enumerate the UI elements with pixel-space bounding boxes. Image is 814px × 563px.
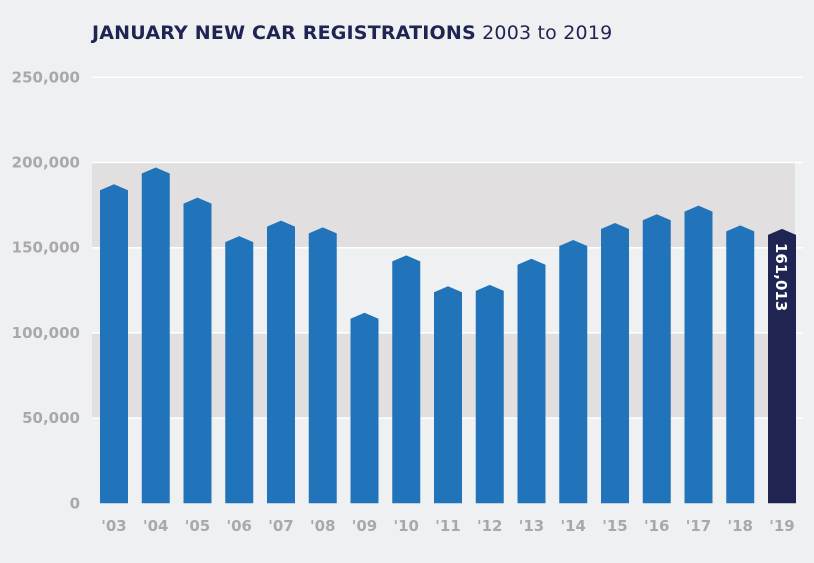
- bar: [183, 197, 212, 504]
- data-label: 161,013: [772, 243, 790, 311]
- bar: [308, 227, 337, 504]
- bar: [517, 258, 546, 504]
- y-tick-label: 50,000: [22, 409, 80, 427]
- title-main: JANUARY NEW CAR REGISTRATIONS: [92, 22, 476, 44]
- bar: [267, 220, 295, 504]
- x-tick-label: '11: [435, 517, 460, 535]
- x-tick-label: '07: [268, 517, 293, 535]
- y-tick-label: 0: [70, 494, 80, 512]
- x-tick-label: '17: [686, 517, 711, 535]
- x-tick-label: '04: [143, 517, 168, 535]
- bar: [726, 225, 755, 504]
- y-tick-label: 150,000: [12, 239, 80, 257]
- bar: [684, 205, 713, 504]
- x-tick-label: '15: [602, 517, 627, 535]
- bar: [642, 214, 671, 504]
- x-tick-label: '06: [227, 517, 252, 535]
- bar: [225, 236, 254, 504]
- x-tick-label: '16: [644, 517, 669, 535]
- bar: [475, 284, 504, 504]
- x-tick-label: '03: [101, 517, 126, 535]
- x-tick-label: '05: [185, 517, 210, 535]
- x-tick-label: '19: [769, 517, 794, 535]
- x-tick-label: '12: [477, 517, 502, 535]
- bar: [350, 312, 379, 504]
- bar: [559, 240, 588, 504]
- bar: [601, 222, 629, 504]
- x-tick-label: '09: [352, 517, 377, 535]
- x-tick-label: '13: [519, 517, 544, 535]
- y-tick-label: 250,000: [12, 68, 80, 86]
- chart-title: JANUARY NEW CAR REGISTRATIONS 2003 to 20…: [92, 22, 612, 44]
- bar: [100, 184, 128, 504]
- bar: [141, 167, 170, 504]
- bar: [768, 228, 796, 504]
- title-subtitle: 2003 to 2019: [482, 22, 613, 44]
- x-tick-label: '10: [394, 517, 419, 535]
- x-tick-label: '08: [310, 517, 335, 535]
- bar: [434, 286, 462, 504]
- y-tick-label: 100,000: [12, 324, 80, 342]
- y-tick-label: 200,000: [12, 154, 80, 172]
- bar: [392, 255, 421, 504]
- x-tick-label: '18: [728, 517, 753, 535]
- x-tick-label: '14: [561, 517, 586, 535]
